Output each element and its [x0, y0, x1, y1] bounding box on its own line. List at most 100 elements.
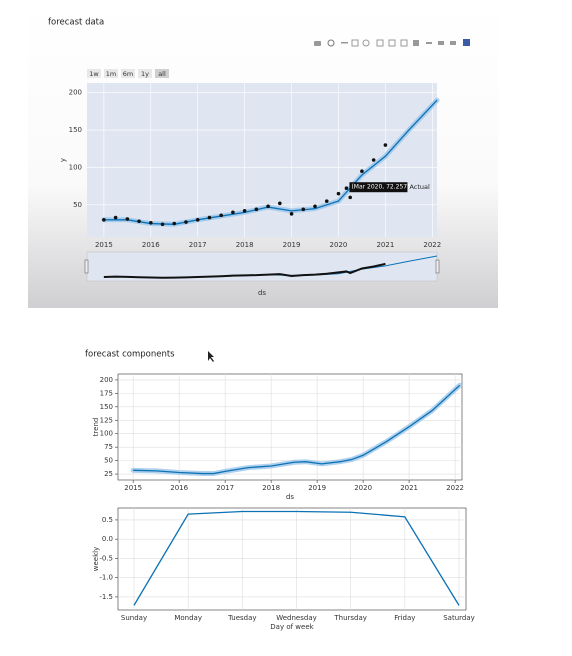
- x-tick-label: Monday: [174, 614, 202, 622]
- actual-point: [301, 207, 306, 212]
- tool-zoom-out[interactable]: [388, 39, 396, 47]
- x-tick-label: 2018: [262, 484, 280, 492]
- range-button-label[interactable]: 1w: [89, 70, 99, 78]
- range-button[interactable]: [138, 69, 152, 78]
- x-axis-label: Day of week: [270, 623, 314, 631]
- y-tick-label: 100: [69, 163, 82, 171]
- actual-point: [195, 218, 200, 222]
- y-tick-label: 125: [100, 416, 113, 424]
- range-button-label[interactable]: 6m: [123, 70, 133, 78]
- actual-point: [254, 207, 259, 212]
- actual-point: [102, 218, 106, 222]
- actual-point: [360, 169, 364, 174]
- y-tick-label: -1.5: [99, 593, 113, 601]
- actual-point: [313, 204, 317, 209]
- y-tick-label: 50: [73, 201, 82, 209]
- x-tick-label: 2017: [216, 484, 234, 492]
- actual-point: [348, 195, 353, 200]
- y-tick-label: 75: [104, 443, 113, 451]
- y-tick-label: 25: [104, 470, 113, 478]
- actual-point: [160, 222, 165, 227]
- actual-point: [324, 199, 329, 203]
- x-tick-label: 2015: [95, 241, 113, 249]
- actual-point: [278, 201, 282, 206]
- x-tick-label: 2016: [142, 241, 160, 249]
- actual-point: [266, 204, 270, 209]
- y-tick-label: -1.0: [99, 574, 113, 582]
- tool-camera[interactable]: [314, 41, 321, 46]
- tool-hover-compare[interactable]: [450, 41, 456, 45]
- x-tick-label: 2020: [330, 241, 348, 249]
- x-tick-label: Saturday: [443, 614, 475, 622]
- tool-spike[interactable]: [426, 42, 432, 44]
- actual-point: [184, 220, 188, 224]
- chart-title: forecast components: [85, 350, 175, 360]
- tooltip-text: (Mar 2020, 72.2575): [351, 184, 413, 191]
- range-button-label[interactable]: 1y: [141, 70, 149, 78]
- x-tick-label: Thursday: [333, 614, 367, 622]
- x-tick-label: 2020: [354, 484, 372, 492]
- tool-reset[interactable]: [413, 40, 419, 46]
- y-tick-label: 175: [100, 389, 113, 397]
- actual-point: [336, 191, 341, 196]
- tool-pan[interactable]: [341, 42, 348, 44]
- actual-point: [344, 186, 349, 191]
- actual-point: [242, 209, 247, 213]
- x-tick-label: 2022: [446, 484, 464, 492]
- x-tick-label: Wednesday: [276, 614, 317, 622]
- y-tick-label: 150: [100, 403, 113, 411]
- y-tick-label: 150: [69, 126, 82, 134]
- actual-point: [172, 221, 177, 226]
- y-axis-label: weekly: [92, 547, 100, 571]
- slider-handle-right[interactable]: [435, 259, 440, 274]
- x-tick-label: 2018: [236, 241, 254, 249]
- actual-point: [219, 213, 223, 218]
- x-tick-label: Tuesday: [227, 614, 256, 622]
- slider-handle-left[interactable]: [84, 259, 89, 274]
- x-tick-label: 2021: [376, 241, 394, 249]
- tool-lasso[interactable]: [362, 39, 370, 47]
- y-tick-label: 0.5: [102, 516, 113, 524]
- x-tick-label: 2022: [423, 241, 441, 249]
- actual-point: [383, 143, 388, 147]
- mouse-cursor: [208, 351, 214, 362]
- range-button-label[interactable]: all: [158, 70, 166, 78]
- tooltip-box: [349, 182, 408, 193]
- slider-line: [103, 262, 386, 279]
- tool-zoom[interactable]: [327, 39, 335, 47]
- range-button[interactable]: [104, 69, 118, 78]
- line: [133, 384, 461, 475]
- line: [133, 510, 460, 606]
- tool-hover-closest[interactable]: [438, 41, 444, 45]
- y-axis-label: trend: [92, 418, 100, 437]
- tool-plotly-logo[interactable]: [463, 39, 470, 46]
- x-tick-label: Friday: [394, 614, 415, 622]
- actual-point: [149, 220, 153, 225]
- range-button[interactable]: [121, 69, 135, 78]
- x-tick-label: 2016: [170, 484, 188, 492]
- actual-point: [289, 212, 294, 216]
- x-tick-label: 2017: [189, 241, 207, 249]
- tool-zoom-in[interactable]: [376, 39, 384, 47]
- x-tick-label: 2015: [124, 484, 142, 492]
- actual-point: [137, 219, 141, 224]
- tooltip-series-name: Actual: [409, 183, 430, 191]
- actual-point: [113, 215, 118, 220]
- y-tick-label: 50: [104, 457, 113, 465]
- actual-point: [125, 217, 130, 221]
- toolbar: [314, 39, 470, 47]
- tool-autoscale[interactable]: [400, 39, 408, 47]
- actual-point: [371, 158, 376, 162]
- plot-area: [117, 507, 467, 611]
- y-tick-label: 0.0: [102, 535, 113, 543]
- x-tick-label: 2019: [283, 241, 301, 249]
- range-button[interactable]: [155, 69, 169, 78]
- chart-title: forecast data: [48, 18, 104, 28]
- range-button[interactable]: [87, 69, 101, 78]
- y-tick-label: 100: [100, 430, 113, 438]
- range-button-label[interactable]: 1m: [106, 70, 116, 78]
- x-axis-label: ds: [286, 493, 294, 501]
- x-tick-label: 2021: [400, 484, 418, 492]
- tool-select[interactable]: [351, 39, 359, 47]
